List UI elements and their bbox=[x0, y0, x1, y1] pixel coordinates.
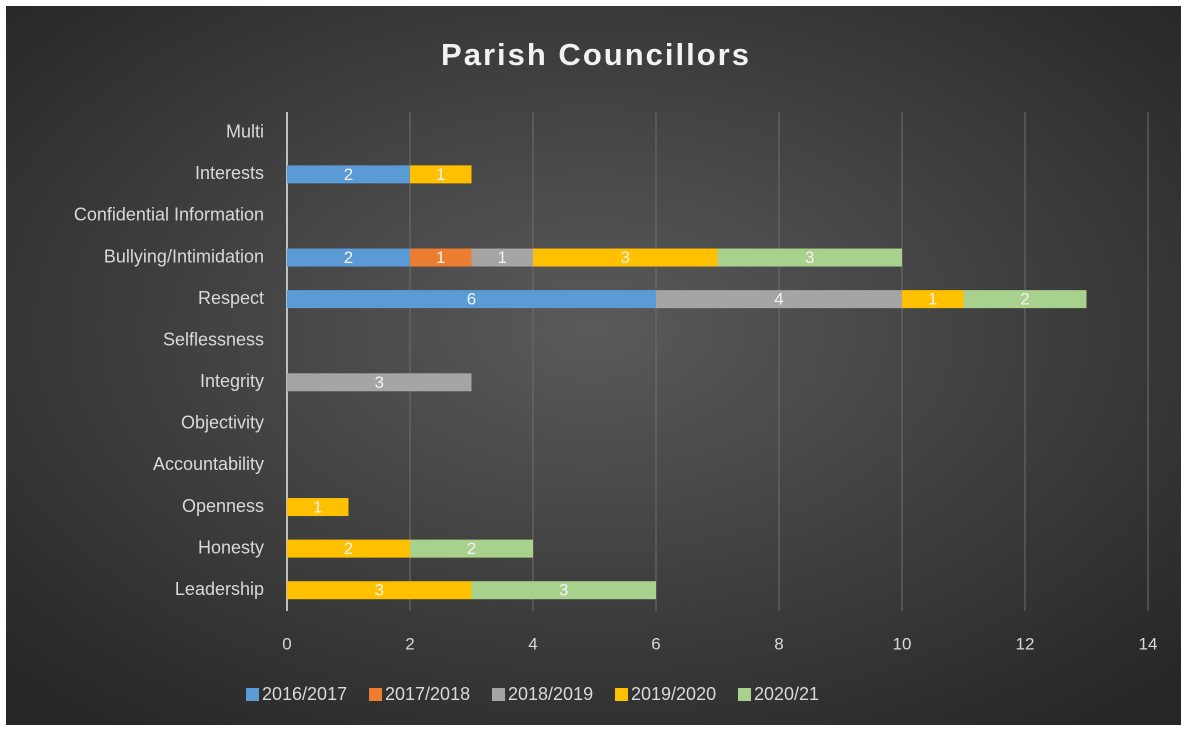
y-tick-label: Accountability bbox=[153, 454, 264, 474]
legend-label: 2020/21 bbox=[754, 684, 819, 704]
data-label: 2 bbox=[344, 248, 353, 267]
bar-segment bbox=[656, 290, 902, 309]
bar-segment bbox=[533, 248, 718, 267]
x-tick-label: 4 bbox=[528, 634, 537, 653]
data-label: 3 bbox=[621, 248, 630, 267]
data-label: 3 bbox=[375, 373, 384, 392]
legend-swatch bbox=[246, 688, 259, 701]
bar-segment bbox=[410, 165, 472, 184]
bar-segment bbox=[963, 290, 1087, 309]
y-tick-label: Leadership bbox=[175, 579, 264, 599]
legend-label: 2018/2019 bbox=[508, 684, 593, 704]
data-label: 2 bbox=[344, 165, 353, 184]
x-tick-label: 2 bbox=[405, 634, 414, 653]
legend-label: 2019/2020 bbox=[631, 684, 716, 704]
legend-swatch bbox=[492, 688, 505, 701]
data-label: 2 bbox=[467, 539, 476, 558]
y-tick-label: Integrity bbox=[200, 371, 264, 391]
y-tick-label: Bullying/Intimidation bbox=[104, 246, 264, 266]
bar-segment bbox=[471, 581, 656, 600]
bar-segment bbox=[471, 248, 533, 267]
y-tick-label: Confidential Information bbox=[74, 205, 264, 225]
bar-segment bbox=[410, 248, 472, 267]
x-tick-label: 6 bbox=[651, 634, 660, 653]
y-tick-label: Respect bbox=[198, 288, 264, 308]
x-tick-label: 12 bbox=[1016, 634, 1035, 653]
legend-swatch bbox=[369, 688, 382, 701]
data-label: 1 bbox=[928, 290, 937, 309]
y-tick-label: Openness bbox=[182, 496, 264, 516]
bar-segment bbox=[287, 290, 656, 309]
y-tick-label: Selflessness bbox=[163, 329, 264, 349]
bar-segment bbox=[287, 373, 472, 392]
data-label: 3 bbox=[375, 581, 384, 600]
bar-segment bbox=[287, 539, 410, 558]
x-tick-label: 0 bbox=[282, 634, 291, 653]
data-label: 1 bbox=[313, 498, 322, 517]
legend-swatch bbox=[615, 688, 628, 701]
data-label: 3 bbox=[559, 581, 568, 600]
bar-segment bbox=[287, 165, 410, 184]
bar-segment bbox=[902, 290, 964, 309]
bar-segment bbox=[717, 248, 902, 267]
y-tick-label: Multi bbox=[226, 122, 264, 142]
data-label: 1 bbox=[436, 165, 445, 184]
data-label: 3 bbox=[805, 248, 814, 267]
bar-segment bbox=[287, 581, 472, 600]
data-label: 1 bbox=[498, 248, 507, 267]
y-tick-label: Objectivity bbox=[181, 413, 264, 433]
data-label: 4 bbox=[774, 290, 783, 309]
data-label: 1 bbox=[436, 248, 445, 267]
y-tick-label: Honesty bbox=[198, 537, 264, 557]
x-tick-label: 14 bbox=[1139, 634, 1158, 653]
x-tick-label: 10 bbox=[893, 634, 912, 653]
legend-label: 2017/2018 bbox=[385, 684, 470, 704]
chart-background bbox=[6, 6, 1181, 725]
data-label: 6 bbox=[467, 290, 476, 309]
bar-segment bbox=[287, 498, 349, 517]
data-label: 2 bbox=[1020, 290, 1029, 309]
legend-label: 2016/2017 bbox=[262, 684, 347, 704]
y-tick-label: Interests bbox=[195, 163, 264, 183]
data-label: 2 bbox=[344, 539, 353, 558]
legend-swatch bbox=[738, 688, 751, 701]
chart-title: Parish Councillors bbox=[441, 37, 751, 72]
x-tick-label: 8 bbox=[774, 634, 783, 653]
bar-segment bbox=[410, 539, 533, 558]
bar-segment bbox=[287, 248, 410, 267]
